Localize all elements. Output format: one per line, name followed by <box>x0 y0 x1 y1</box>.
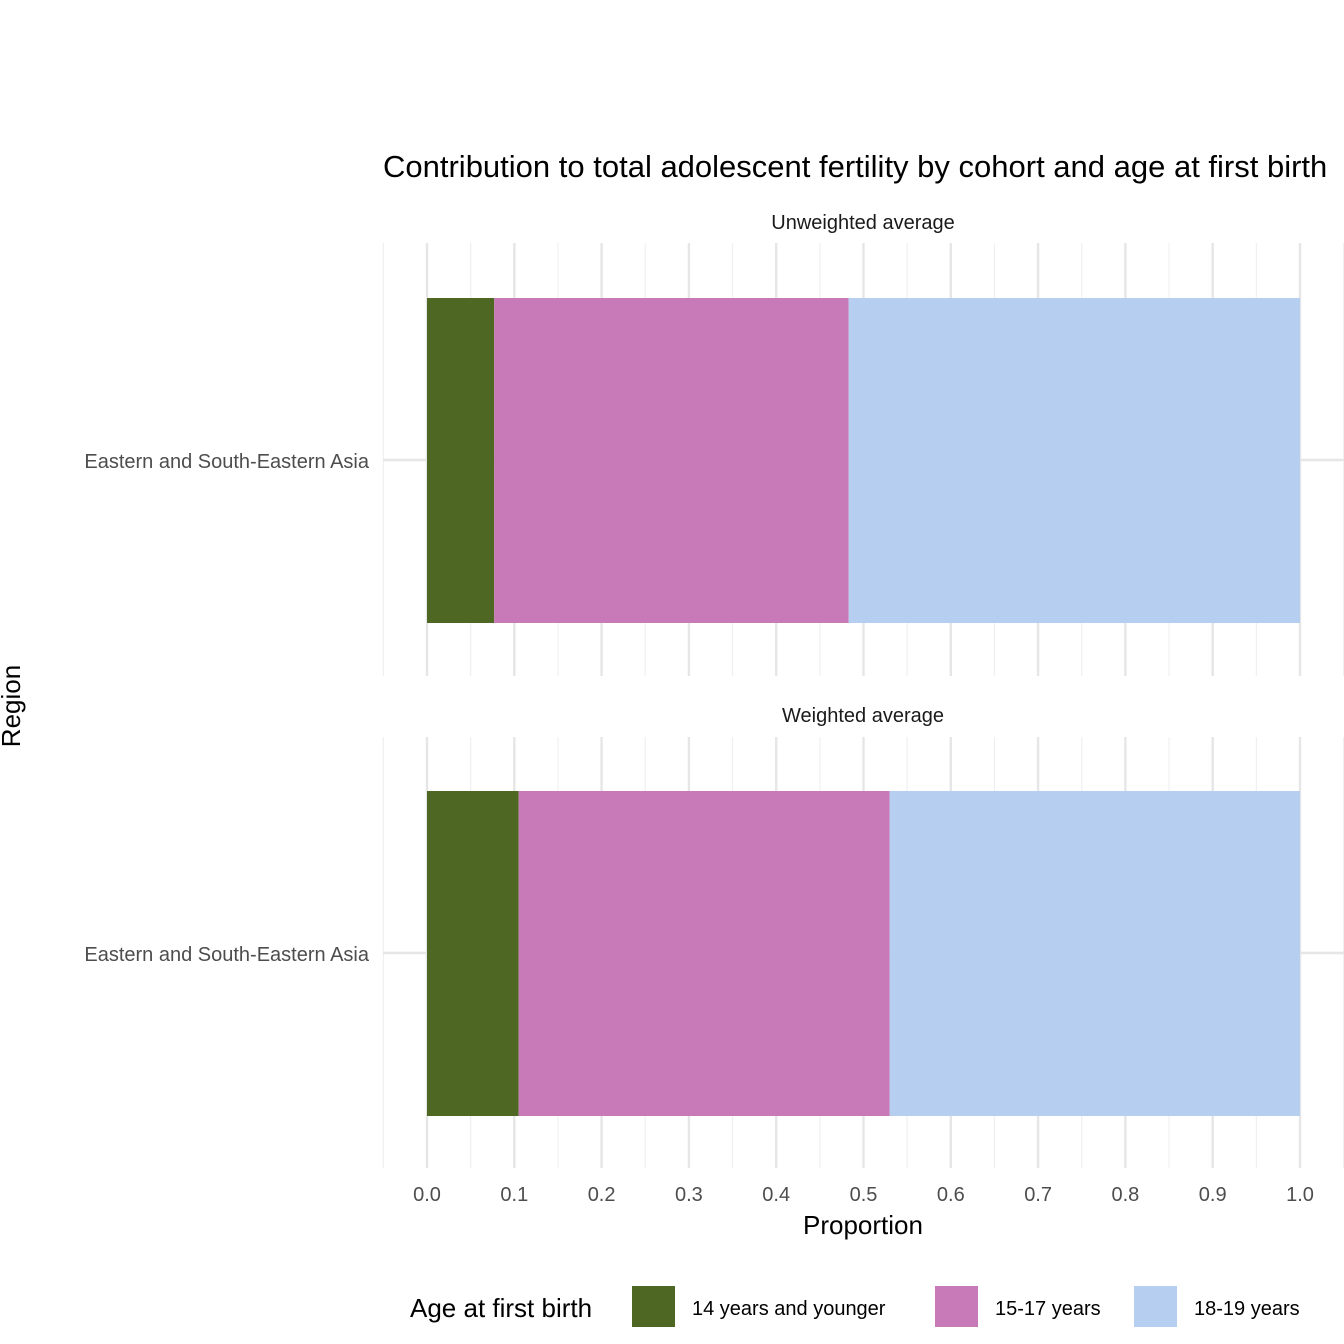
y-axis-label: Region <box>0 665 26 747</box>
bar-segment-15-17-years <box>494 298 849 623</box>
bar-segment-18-19-years <box>889 791 1300 1116</box>
bar-segment-18-19-years <box>848 298 1300 623</box>
legend-title: Age at first birth <box>410 1293 592 1323</box>
x-tick-label: 0.3 <box>675 1184 703 1206</box>
x-tick-label: 0.5 <box>850 1184 878 1206</box>
y-tick-label: Eastern and South-Eastern Asia <box>84 451 369 473</box>
x-tick-label: 0.8 <box>1111 1184 1139 1206</box>
panel-strip-label: Unweighted average <box>771 212 954 234</box>
legend-label: 15-17 years <box>995 1298 1101 1320</box>
x-tick-label: 0.7 <box>1024 1184 1052 1206</box>
bar-segment-14-years-and-younger <box>427 791 519 1116</box>
legend-key <box>935 1286 978 1327</box>
panel-strip-label: Weighted average <box>782 705 944 727</box>
x-tick-label: 0.6 <box>937 1184 965 1206</box>
legend-item: 15-17 years <box>935 1286 1101 1327</box>
legend-label: 18-19 years <box>1194 1298 1300 1320</box>
x-tick-label: 0.0 <box>413 1184 441 1206</box>
bar-segment-14-years-and-younger <box>427 298 495 623</box>
x-tick-label: 0.1 <box>500 1184 528 1206</box>
x-axis-label: Proportion <box>803 1210 923 1240</box>
legend-key <box>632 1286 675 1327</box>
x-tick-label: 0.9 <box>1199 1184 1227 1206</box>
panel-1: Weighted average Eastern and South-Easter… <box>84 705 1344 1168</box>
legend-key <box>1134 1286 1177 1327</box>
x-tick-label: 0.2 <box>588 1184 616 1206</box>
y-tick-label: Eastern and South-Eastern Asia <box>84 944 369 966</box>
chart-title: Contribution to total adolescent fertili… <box>383 149 1327 184</box>
bar-segment-15-17-years <box>518 791 890 1116</box>
x-tick-label: 1.0 <box>1286 1184 1314 1206</box>
legend-label: 14 years and younger <box>692 1298 886 1320</box>
panel-0: Unweighted average Eastern and South-East… <box>84 212 1344 676</box>
x-tick-label: 0.4 <box>762 1184 790 1206</box>
legend-item: 14 years and younger <box>632 1286 886 1327</box>
legend-item: 18-19 years <box>1134 1286 1300 1327</box>
